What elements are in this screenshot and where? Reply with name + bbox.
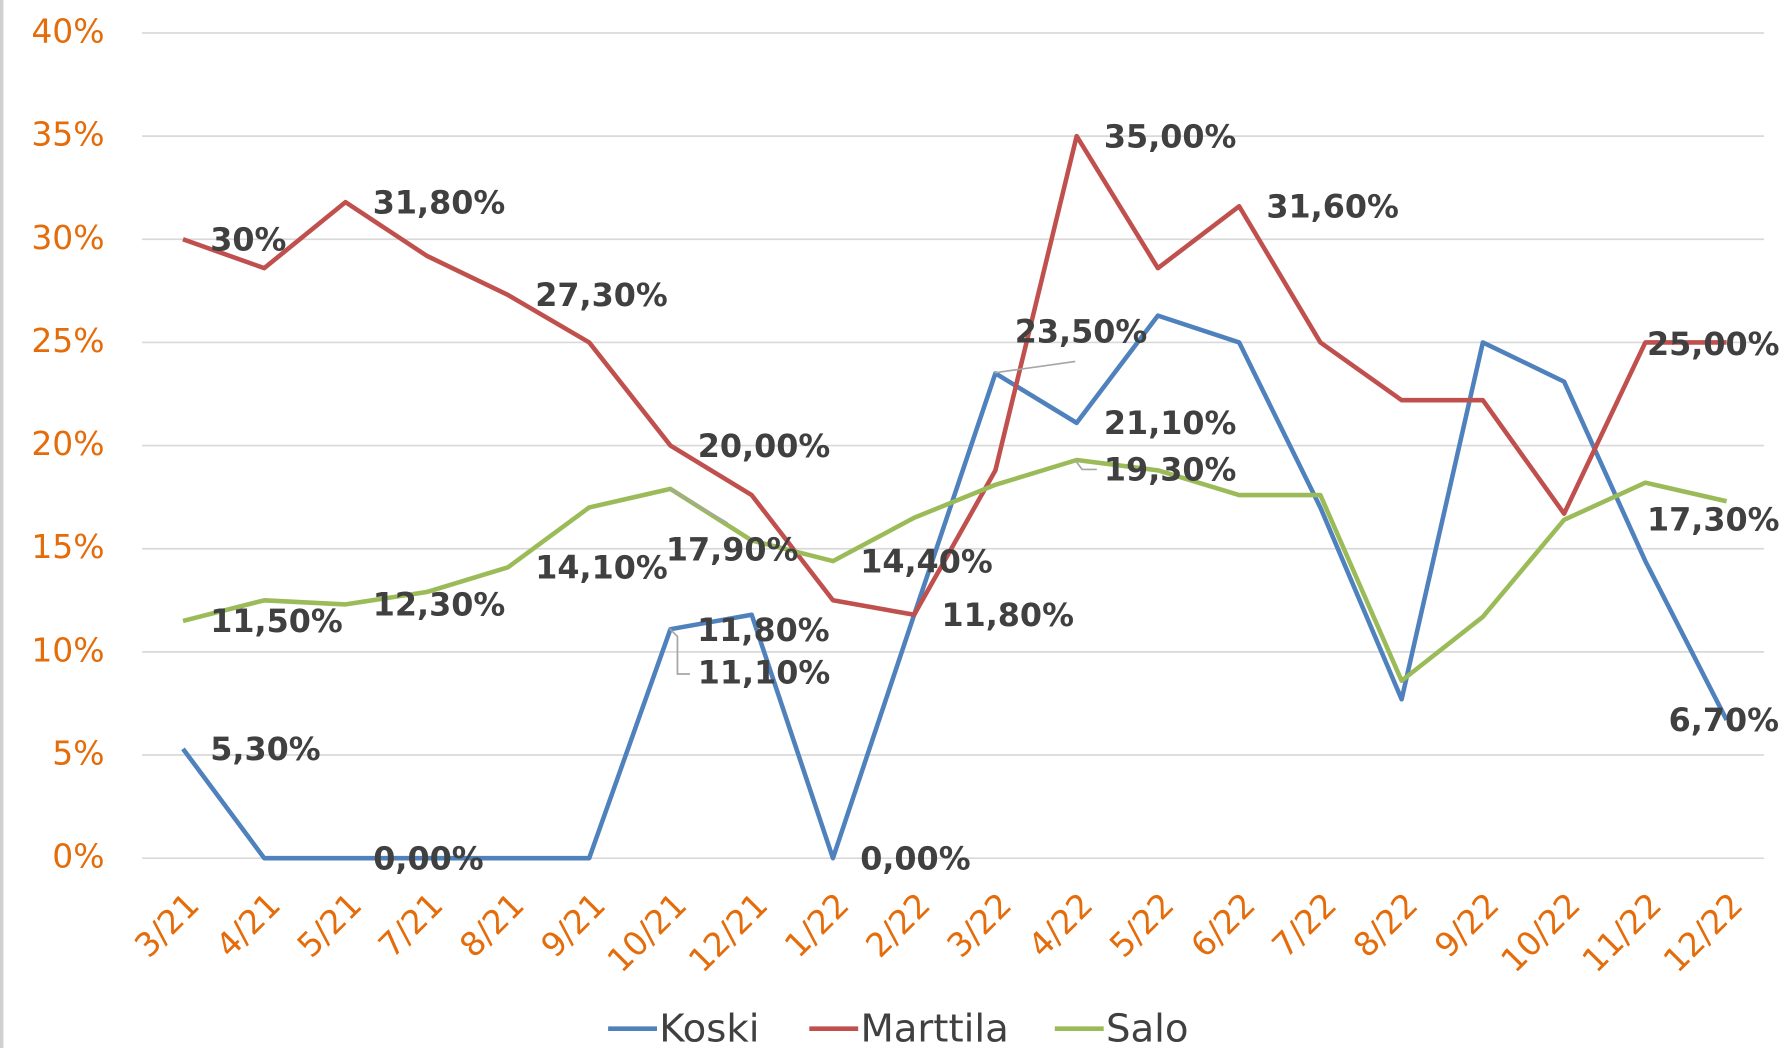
x-tick-label: 11/22 xyxy=(1574,885,1669,980)
x-tick-label: 8/22 xyxy=(1345,885,1425,965)
leader-line xyxy=(669,488,728,524)
data-label: 11,80% xyxy=(941,596,1074,634)
x-tick-label: 3/21 xyxy=(127,885,207,965)
y-tick-label: 20% xyxy=(31,424,104,463)
data-label: 17,90% xyxy=(666,530,799,568)
x-tick-label: 8/21 xyxy=(452,885,532,965)
legend-label: Koski xyxy=(659,1006,759,1048)
data-label: 20,00% xyxy=(698,427,831,465)
y-tick-label: 10% xyxy=(31,630,104,669)
x-tick-label: 1/22 xyxy=(777,885,857,965)
x-tick-label: 12/21 xyxy=(681,885,776,980)
data-label: 11,50% xyxy=(210,602,343,640)
legend-label: Salo xyxy=(1106,1006,1189,1048)
data-label: 6,70% xyxy=(1669,701,1779,739)
left-border xyxy=(0,0,4,1048)
data-label: 19,30% xyxy=(1104,450,1237,488)
x-tick-label: 12/22 xyxy=(1656,885,1751,980)
data-label: 17,30% xyxy=(1647,501,1780,539)
series-line xyxy=(182,133,1727,618)
data-label: 21,10% xyxy=(1104,404,1237,442)
y-tick-label: 15% xyxy=(31,527,104,566)
y-tick-label: 30% xyxy=(31,218,104,257)
data-label: 31,60% xyxy=(1266,188,1399,226)
x-tick-label: 10/21 xyxy=(599,885,694,980)
leader-line xyxy=(668,627,690,675)
x-tick-label: 2/22 xyxy=(858,885,938,965)
data-label: 0,00% xyxy=(860,839,970,877)
x-tick-label: 7/22 xyxy=(1264,885,1344,965)
legend-label: Marttila xyxy=(860,1006,1008,1048)
y-tick-label: 35% xyxy=(31,115,104,154)
leader-line xyxy=(994,360,1076,374)
y-tick-label: 25% xyxy=(31,321,104,360)
data-label: 0,00% xyxy=(373,839,483,877)
data-label: 30% xyxy=(210,221,286,259)
x-tick-label: 3/22 xyxy=(939,885,1019,965)
data-label: 25,00% xyxy=(1647,325,1780,363)
data-label: 27,30% xyxy=(535,276,668,314)
x-tick-label: 4/21 xyxy=(208,885,288,965)
x-tick-label: 4/22 xyxy=(1020,885,1100,965)
leader-line xyxy=(1074,459,1097,471)
x-tick-label: 5/21 xyxy=(289,885,369,965)
x-tick-label: 7/21 xyxy=(371,885,451,965)
x-tick-label: 6/22 xyxy=(1183,885,1263,965)
data-label: 23,50% xyxy=(1015,313,1148,351)
data-label: 5,30% xyxy=(210,730,320,768)
data-label: 11,10% xyxy=(698,654,831,692)
data-label: 35,00% xyxy=(1104,117,1237,155)
data-label: 31,80% xyxy=(373,183,506,221)
data-label: 14,10% xyxy=(535,549,668,587)
y-tick-label: 40% xyxy=(31,11,104,50)
data-label: 12,30% xyxy=(373,586,506,624)
series-line xyxy=(182,457,1728,684)
data-label: 11,80% xyxy=(697,611,830,649)
data-label: 14,40% xyxy=(860,542,993,580)
y-tick-label: 0% xyxy=(52,837,104,876)
y-tick-label: 5% xyxy=(52,734,104,773)
x-tick-label: 10/22 xyxy=(1493,885,1588,980)
x-tick-label: 5/22 xyxy=(1102,885,1182,965)
